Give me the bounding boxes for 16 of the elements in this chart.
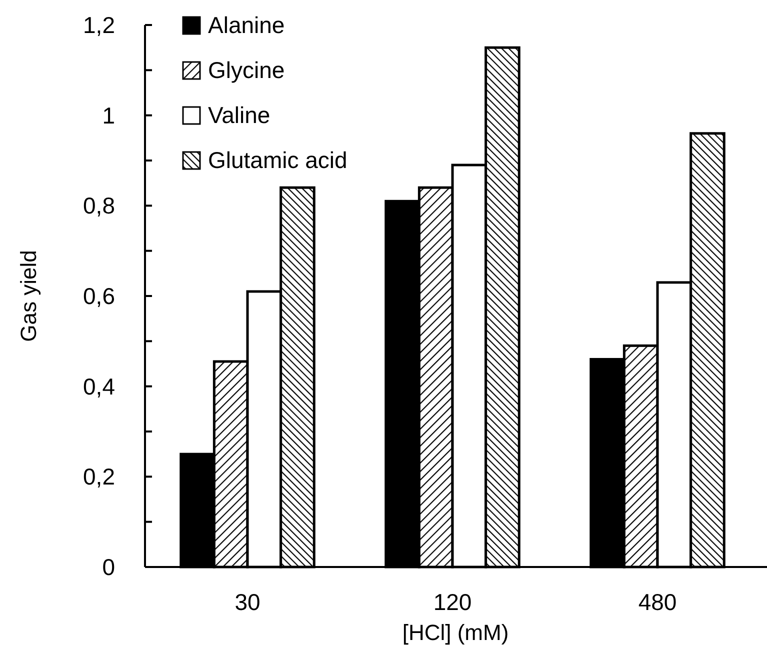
x-axis-title: [HCl] (mM)	[402, 620, 509, 645]
y-tick-label: 0,4	[83, 373, 116, 400]
x-tick-label: 480	[638, 589, 677, 615]
y-tick-label: 0,2	[83, 464, 115, 490]
y-tick-label: 1,2	[83, 12, 115, 38]
y-tick-label: 0,8	[83, 192, 115, 219]
y-tick-label: 0,6	[83, 283, 115, 310]
legend-label: Valine	[208, 102, 270, 128]
x-tick-label: 120	[433, 589, 472, 615]
legend-label: Alanine	[208, 12, 285, 38]
legend-label: Glutamic acid	[208, 147, 348, 174]
y-tick-label: 0	[102, 554, 115, 580]
x-tick-label: 30	[234, 589, 260, 615]
y-axis-title: Gas yield	[16, 250, 41, 342]
y-tick-label: 1	[102, 102, 115, 128]
legend-label: Glycine	[208, 57, 285, 84]
